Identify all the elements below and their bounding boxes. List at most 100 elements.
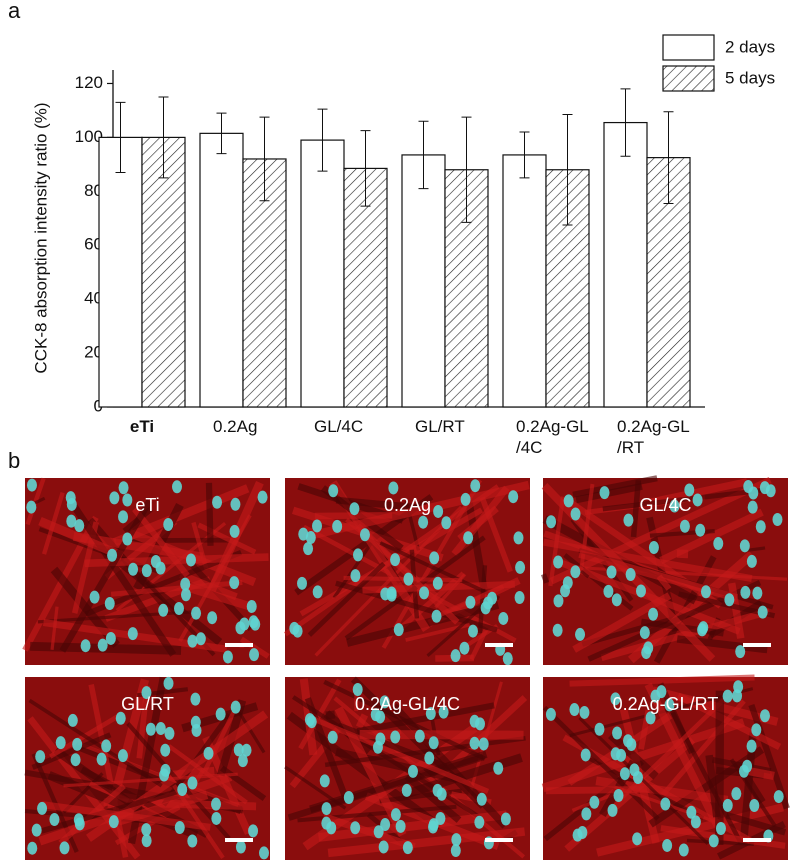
nucleus [96, 752, 107, 766]
fiber [219, 765, 267, 802]
nucleus [66, 514, 77, 528]
fiber [132, 507, 190, 578]
fiber [167, 744, 248, 805]
nucleus [70, 753, 81, 767]
fiber [307, 714, 490, 794]
nucleus [352, 548, 363, 562]
nucleus [469, 736, 480, 750]
nucleus [450, 844, 461, 858]
nucleus [312, 519, 323, 533]
nucleus [305, 531, 316, 545]
nucleus [203, 746, 214, 760]
nucleus [235, 621, 246, 635]
nucleus [359, 528, 370, 542]
micrograph: GL/RT [24, 676, 270, 860]
nucleus [610, 747, 621, 761]
nucleus [619, 767, 630, 781]
nucleus [684, 483, 695, 497]
nucleus [759, 709, 770, 723]
nucleus [612, 726, 623, 740]
nucleus [109, 491, 120, 505]
nucleus [432, 576, 443, 590]
nucleus [73, 813, 84, 827]
nucleus [27, 841, 38, 855]
nucleus [235, 840, 246, 854]
nucleus [474, 815, 485, 829]
nucleus [623, 513, 634, 527]
nucleus [563, 494, 574, 508]
nucleus [118, 481, 129, 495]
nucleus [180, 577, 191, 591]
fiber [572, 592, 672, 653]
legend-swatch [662, 34, 715, 61]
nucleus [722, 798, 733, 812]
x-tick-label: GL/4C [314, 417, 364, 436]
nucleus [195, 632, 206, 646]
nucleus [101, 739, 112, 753]
nucleus [241, 743, 252, 757]
fiber [426, 604, 485, 658]
bar [199, 132, 244, 408]
nucleus [303, 542, 314, 556]
nucleus [352, 683, 363, 697]
nucleus [648, 607, 659, 621]
nucleus [163, 518, 174, 532]
nucleus [515, 560, 526, 574]
nucleus [117, 749, 128, 763]
bar [603, 121, 648, 408]
fiber [327, 827, 526, 858]
nucleus [67, 713, 78, 727]
nucleus [553, 555, 564, 569]
nucleus [594, 722, 605, 736]
nucleus [49, 812, 60, 826]
image-label: 0.2Ag-GL/4C [355, 694, 460, 714]
nucleus [395, 819, 406, 833]
nucleus [569, 703, 580, 717]
nucleus [163, 676, 174, 690]
nucleus [735, 645, 746, 659]
nucleus [350, 569, 361, 583]
fiber [541, 718, 746, 793]
error-bar [317, 108, 328, 172]
nucleus [746, 554, 757, 568]
error-bar [519, 131, 530, 179]
nucleus [222, 650, 233, 664]
fiber [63, 772, 238, 788]
nucleus [158, 603, 169, 617]
nucleus [187, 634, 198, 648]
nucleus [155, 722, 166, 736]
y-tick-label: 60 [84, 235, 103, 254]
nucleus [560, 584, 571, 598]
bar [98, 136, 143, 408]
micrograph: eTi [22, 477, 270, 665]
nucleus [26, 500, 37, 514]
fiber [578, 716, 709, 846]
nucleus [643, 641, 654, 655]
nucleus [31, 823, 42, 837]
fiber [181, 581, 253, 611]
nucleus [107, 548, 118, 562]
nucleus [480, 601, 491, 615]
nucleus [622, 734, 633, 748]
nucleus [669, 499, 680, 513]
nucleus [190, 692, 201, 706]
nucleus [692, 493, 703, 507]
nucleus [731, 787, 742, 801]
fiber [580, 569, 590, 579]
nucleus [390, 808, 401, 822]
nucleus [755, 520, 766, 534]
nucleus [419, 586, 430, 600]
nucleus [679, 519, 690, 533]
bar [401, 154, 446, 408]
nucleus [233, 743, 244, 757]
nucleus [545, 707, 556, 721]
nucleus [695, 523, 706, 537]
micrograph: 0.2Ag [283, 478, 530, 666]
scale-bar [225, 838, 253, 842]
fiber [477, 565, 488, 634]
fiber [391, 703, 508, 829]
fiber [644, 682, 721, 828]
fiber [284, 765, 347, 810]
nucleus [427, 820, 438, 834]
nucleus [713, 537, 724, 551]
